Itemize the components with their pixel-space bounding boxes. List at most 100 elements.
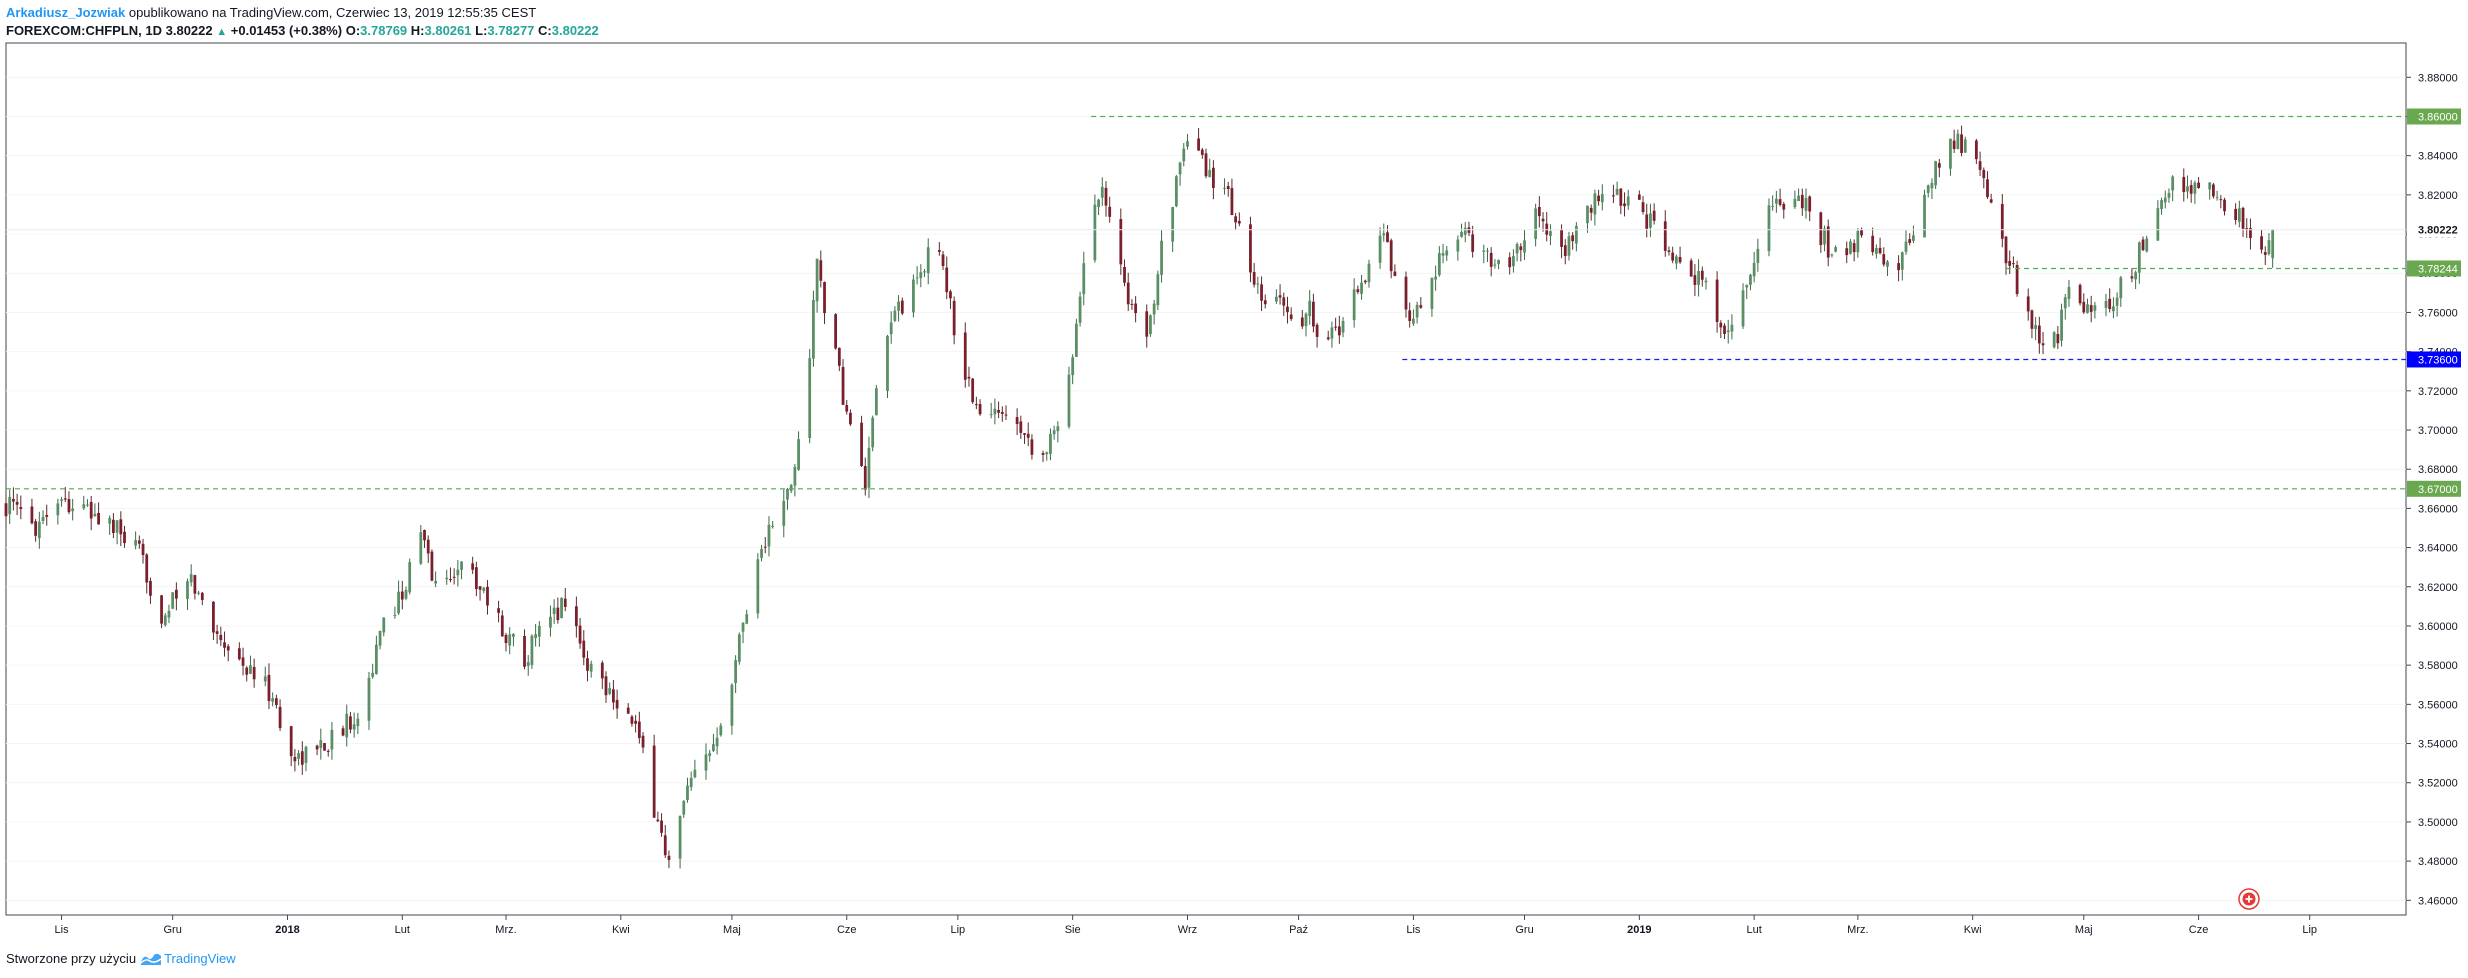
candle-body [382, 617, 386, 633]
add-alert-button[interactable] [2238, 888, 2260, 910]
candle-body [2112, 306, 2115, 312]
candle-body [115, 520, 119, 533]
candle [941, 250, 945, 270]
candle-body [612, 689, 615, 703]
candle-body [656, 819, 660, 822]
candle-body [1074, 323, 1078, 357]
time-axis[interactable]: Lis Gru 2018 Lut Mrz. Kwi Maj Cze Lip Sie Wrz Paź Li… [55, 915, 2318, 936]
candle [460, 561, 463, 580]
candle-body [1745, 284, 1749, 288]
time-tick-label: Gru [163, 924, 181, 936]
candle-body [1430, 277, 1434, 309]
candle-body [952, 300, 956, 336]
candle [963, 322, 967, 388]
candle [486, 580, 489, 615]
candle [1845, 241, 1849, 264]
candle [1878, 237, 1882, 255]
candle [293, 749, 297, 772]
candle [889, 311, 893, 344]
high-label: H: [410, 23, 425, 38]
author-link[interactable]: Arkadiusz_Jozwiak [6, 5, 126, 20]
candle-body [2267, 240, 2271, 254]
candle-body [841, 367, 845, 405]
tradingview-link[interactable]: TradingView [164, 951, 236, 966]
candle-body [430, 551, 434, 581]
candle [371, 663, 375, 679]
candle [1308, 290, 1312, 325]
candle-body [919, 272, 923, 278]
candle-body [1415, 304, 1419, 318]
candle [274, 694, 278, 709]
candle [1104, 181, 1108, 217]
candle [1886, 260, 1889, 277]
candle [1156, 270, 1160, 310]
candle [1441, 243, 1445, 264]
time-tick-label: Lip [951, 924, 966, 936]
candle [712, 733, 715, 753]
candle [1119, 208, 1123, 275]
up-arrow-icon: ▲ [216, 26, 228, 38]
candle-body [2193, 182, 2197, 194]
candle [845, 399, 849, 415]
candle-body [789, 485, 793, 491]
candle [612, 680, 615, 710]
candle-body [1404, 276, 1408, 310]
candle-body [1286, 306, 1289, 313]
candle [93, 503, 97, 517]
candle [949, 289, 952, 309]
candle [786, 487, 789, 510]
candle-body [1412, 318, 1415, 324]
candle-body [2237, 208, 2241, 222]
candle-body [367, 677, 371, 721]
candle [534, 624, 538, 647]
price-axis[interactable]: 3.880003.860003.840003.820003.800003.780… [2406, 72, 2461, 907]
candle-body [834, 314, 838, 349]
candle [1723, 323, 1726, 340]
candle-body [408, 562, 412, 593]
candle [1989, 193, 1993, 204]
candle [1208, 158, 1212, 178]
candle [1860, 227, 1863, 238]
candle [289, 725, 293, 767]
candle [37, 511, 41, 549]
candle [1904, 230, 1908, 255]
candle-body [356, 718, 360, 727]
candle [349, 711, 352, 734]
candle [600, 660, 604, 689]
candle-body [1908, 239, 1912, 243]
candle [1460, 223, 1463, 238]
candle-body [1860, 230, 1863, 236]
candle-body [2189, 185, 2193, 194]
candle [819, 250, 823, 288]
candle-body [426, 539, 430, 554]
candle-body [974, 404, 978, 406]
candle-body [1874, 248, 1878, 254]
candle [1263, 294, 1267, 309]
candle [1419, 297, 1423, 309]
candle-body [563, 598, 567, 607]
candle [1674, 254, 1678, 270]
candle-body [1278, 295, 1282, 298]
candle-body [578, 625, 582, 644]
candle [689, 771, 693, 791]
time-tick-label: Maj [723, 924, 741, 936]
candle [149, 577, 152, 604]
candle-body [186, 581, 189, 600]
candle-body [1052, 430, 1056, 435]
candle [1486, 247, 1489, 263]
candle [1223, 178, 1226, 195]
candle [1960, 125, 1963, 157]
candle-body [1108, 206, 1112, 217]
candle-body [1534, 208, 1538, 239]
candle [1612, 184, 1615, 204]
candle [641, 732, 645, 754]
candle-body [1212, 167, 1215, 188]
candle [1663, 210, 1667, 257]
candle [1041, 450, 1045, 462]
candle-body [1226, 186, 1230, 190]
candle-body [897, 301, 900, 311]
candle-body [1563, 245, 1567, 257]
candle [1637, 190, 1641, 200]
candle [1134, 296, 1138, 323]
